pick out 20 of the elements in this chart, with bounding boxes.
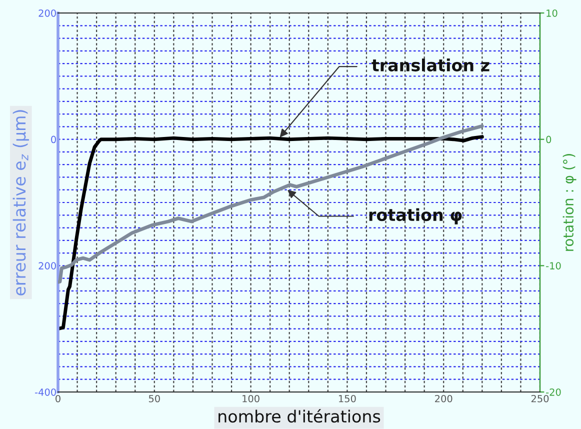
x-tick-label: 150 <box>338 394 356 402</box>
y-tick-label: 200 <box>38 262 56 270</box>
annotation: translation z <box>372 58 490 72</box>
x-axis-title: nombre d'itérations <box>218 409 380 423</box>
y-tick-label: 0 <box>51 136 56 144</box>
line-series <box>58 124 484 284</box>
y-axis-title: erreur relative e$_{z}$ (µm) <box>12 110 29 296</box>
x-tick-label: 200 <box>435 394 452 402</box>
y2-axis-title: rotation : φ (°) <box>562 154 576 251</box>
annotation: rotation φ <box>369 208 462 224</box>
y2-tick-label: -20 <box>546 388 561 396</box>
y-tick-label: 200 <box>38 9 56 17</box>
y2-tick-label: 10 <box>546 9 558 17</box>
y-tick-label: -400 <box>35 388 56 396</box>
y2-tick-label: -10 <box>546 262 561 270</box>
x-tick-label: 100 <box>242 394 260 402</box>
x-tick-label: 50 <box>148 394 160 402</box>
line-series <box>58 135 484 331</box>
y2-tick-label: 0 <box>546 136 552 144</box>
x-tick-label: 250 <box>531 394 549 402</box>
